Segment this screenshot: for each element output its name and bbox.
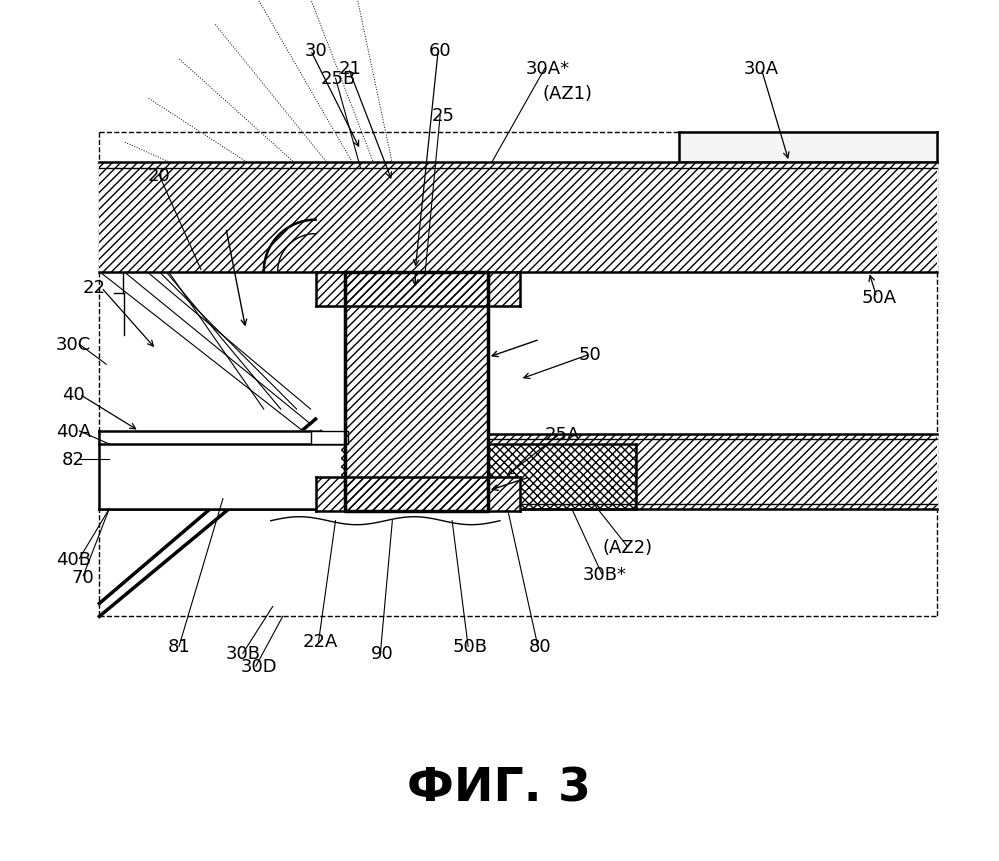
Bar (99, 444, 635, 509)
Bar (346, 272, 489, 511)
Text: 40A: 40A (56, 423, 91, 441)
Polygon shape (99, 435, 937, 509)
Polygon shape (99, 444, 635, 509)
Text: 81: 81 (168, 637, 191, 655)
Polygon shape (366, 272, 466, 307)
Text: 40B: 40B (56, 550, 91, 568)
Text: 21: 21 (339, 60, 362, 78)
Polygon shape (316, 272, 519, 307)
Polygon shape (99, 163, 937, 272)
Text: 60: 60 (429, 42, 452, 60)
Polygon shape (99, 431, 341, 509)
Text: 30D: 30D (241, 658, 277, 675)
Text: 30C: 30C (56, 336, 91, 354)
Bar (316, 272, 519, 307)
Bar (99, 435, 937, 509)
Text: 90: 90 (371, 645, 394, 662)
Text: 22: 22 (83, 279, 106, 297)
Text: 30A*: 30A* (525, 60, 569, 78)
Text: 30B: 30B (226, 645, 261, 662)
Text: 25A: 25A (545, 425, 580, 443)
Bar (316, 477, 519, 511)
Polygon shape (311, 431, 349, 444)
Text: 70: 70 (72, 568, 95, 585)
Text: ФИГ. 3: ФИГ. 3 (407, 765, 591, 810)
Text: 30A: 30A (743, 60, 778, 78)
Text: 25: 25 (432, 107, 455, 125)
Polygon shape (316, 477, 519, 511)
Polygon shape (346, 272, 489, 511)
Text: 50A: 50A (861, 289, 896, 307)
Text: 20: 20 (148, 167, 171, 184)
Polygon shape (679, 133, 937, 163)
Text: 50: 50 (578, 346, 601, 364)
Text: 25B: 25B (321, 70, 357, 88)
Text: 22A: 22A (303, 633, 339, 651)
Text: 30B*: 30B* (582, 565, 626, 583)
Text: (AZ2): (AZ2) (602, 538, 652, 556)
Text: 50B: 50B (453, 637, 488, 655)
Text: (AZ1): (AZ1) (542, 85, 592, 103)
Text: 30: 30 (305, 42, 327, 60)
Text: 80: 80 (528, 637, 551, 655)
Text: 82: 82 (62, 450, 85, 468)
Bar (99, 163, 937, 272)
Text: 40: 40 (62, 386, 85, 404)
